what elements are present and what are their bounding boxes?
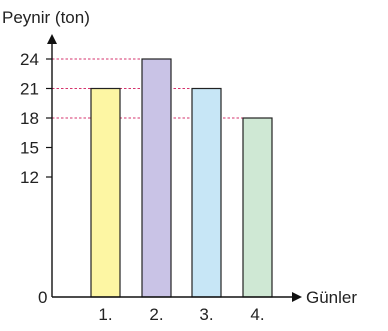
bar xyxy=(191,87,222,298)
y-tick-label: 0 xyxy=(38,288,47,307)
x-category-label: 4. xyxy=(250,305,264,324)
y-tick-label: 18 xyxy=(20,109,39,128)
axes xyxy=(47,34,302,302)
x-categories: 1. 2. 3. 4. xyxy=(98,305,264,324)
y-tick-label: 24 xyxy=(20,50,39,69)
y-ticks: 0 12 15 18 21 24 xyxy=(20,50,52,307)
y-tick-label: 12 xyxy=(20,168,39,187)
x-category-label: 3. xyxy=(199,305,213,324)
y-axis-arrow-icon xyxy=(47,34,57,44)
y-tick-label: 21 xyxy=(20,80,39,99)
y-axis-title: Peynir (ton) xyxy=(2,8,90,27)
y-tick-label: 15 xyxy=(20,139,39,158)
bar xyxy=(242,117,273,298)
x-axis-arrow-icon xyxy=(292,292,302,302)
x-category-label: 2. xyxy=(149,305,163,324)
bar xyxy=(90,87,121,298)
bars xyxy=(90,58,273,298)
x-axis-title: Günler xyxy=(306,288,357,307)
x-category-label: 1. xyxy=(98,305,112,324)
bar xyxy=(141,58,172,298)
